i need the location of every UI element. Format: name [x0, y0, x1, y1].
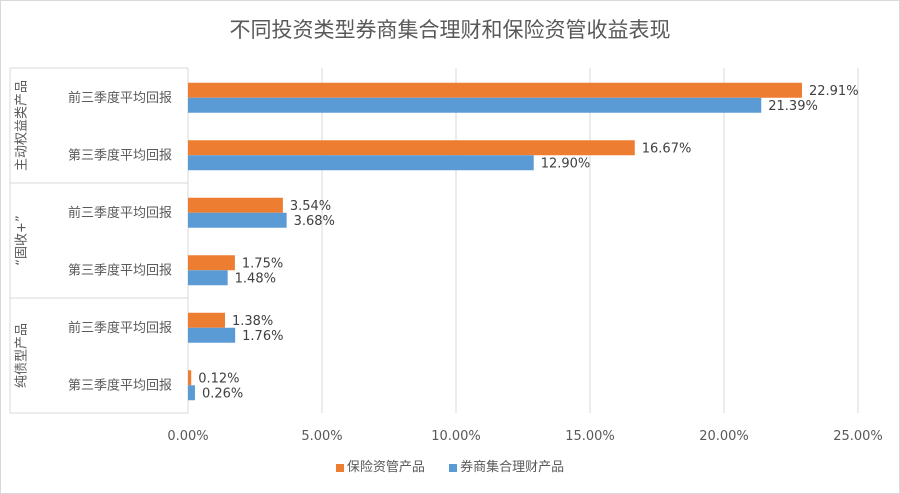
data-label: 1.48% — [235, 271, 276, 286]
legend-label: 券商集合理财产品 — [460, 460, 565, 475]
bar — [188, 327, 236, 343]
group-label: “固收+” — [15, 215, 30, 265]
x-tick-label: 25.00% — [833, 429, 883, 444]
data-label: 0.12% — [198, 371, 239, 386]
data-label: 1.75% — [242, 256, 283, 271]
category-label: 前三季度平均回报 — [68, 205, 172, 221]
legend-item-broker: 券商集合理财产品 — [449, 460, 564, 475]
x-tick-label: 5.00% — [301, 429, 342, 444]
data-label: 3.68% — [294, 214, 335, 229]
bar — [188, 82, 802, 98]
bar — [188, 255, 235, 271]
bar — [188, 155, 534, 171]
chart-title: 不同投资类型券商集合理财和保险资管收益表现 — [229, 18, 671, 42]
category-label: 前三季度平均回报 — [68, 90, 172, 106]
x-tick-label: 15.00% — [565, 429, 615, 444]
bar — [188, 385, 195, 401]
data-label: 16.67% — [642, 141, 692, 156]
data-label: 21.39% — [768, 99, 818, 114]
group-label: 主动权益类产品 — [14, 80, 30, 171]
legend-item-insurance: 保险资管产品 — [335, 460, 425, 475]
bar — [188, 270, 228, 286]
category-label: 第三季度平均回报 — [68, 262, 172, 278]
legend: 保险资管产品 券商集合理财产品 — [0, 456, 900, 475]
bar — [188, 97, 762, 113]
legend-swatch — [335, 463, 344, 472]
x-tick-label: 10.00% — [431, 429, 481, 444]
data-label: 12.90% — [541, 156, 591, 171]
category-label: 前三季度平均回报 — [68, 320, 172, 336]
category-label: 第三季度平均回报 — [68, 147, 172, 163]
bar — [188, 212, 287, 228]
legend-label: 保险资管产品 — [346, 460, 425, 475]
bar — [188, 312, 225, 328]
bar — [188, 197, 283, 213]
data-label: 3.54% — [290, 199, 331, 214]
x-tick-label: 0.00% — [167, 429, 208, 444]
data-label: 1.38% — [232, 314, 273, 329]
data-label: 0.26% — [202, 386, 243, 401]
x-tick-label: 20.00% — [699, 429, 749, 444]
legend-swatch — [449, 463, 458, 472]
bar — [188, 370, 192, 386]
category-label: 第三季度平均回报 — [68, 377, 172, 393]
bar — [188, 140, 635, 156]
data-label: 22.91% — [809, 84, 859, 99]
group-label: 纯债型产品 — [15, 323, 30, 388]
data-label: 1.76% — [242, 329, 283, 344]
